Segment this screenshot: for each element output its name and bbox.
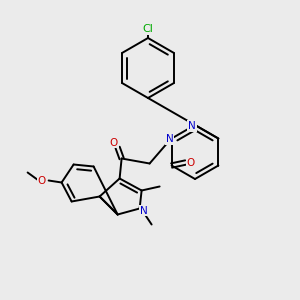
Text: N: N <box>166 134 173 145</box>
Text: N: N <box>188 121 196 131</box>
Text: O: O <box>38 176 46 185</box>
Text: O: O <box>187 158 195 167</box>
Text: Cl: Cl <box>142 24 153 34</box>
Text: N: N <box>140 206 148 215</box>
Text: O: O <box>110 137 118 148</box>
